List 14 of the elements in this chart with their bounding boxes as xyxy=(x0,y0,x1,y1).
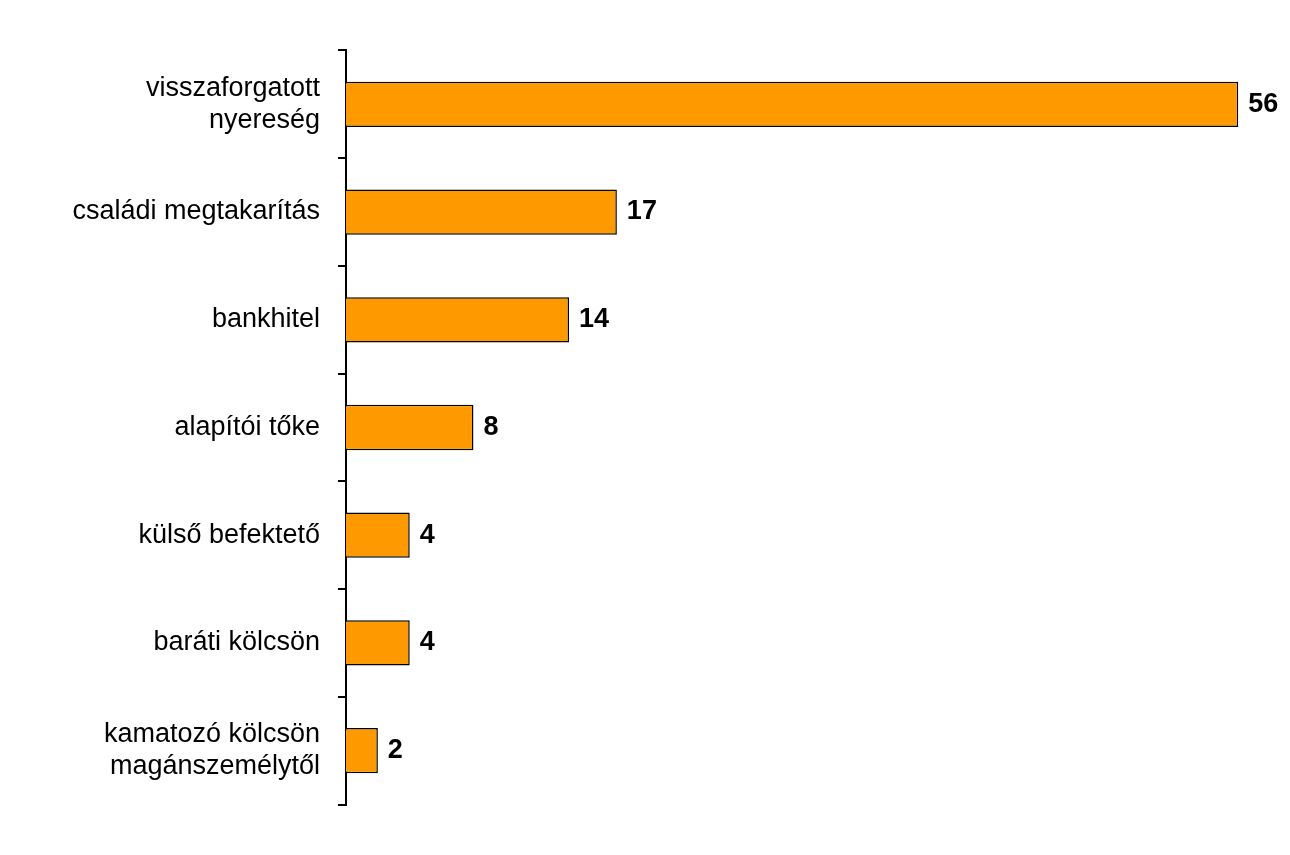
data-label: 56 xyxy=(1248,87,1279,118)
data-label: 17 xyxy=(626,195,657,226)
y-tick-label: kamatozó kölcsön magánszemélytől xyxy=(103,717,320,781)
y-tick-label: külső befektető xyxy=(138,518,320,549)
y-tick-label: alapítói tőke xyxy=(174,410,320,441)
y-tick-label: baráti kölcsön xyxy=(153,626,320,657)
data-label: 8 xyxy=(483,410,499,441)
y-tick-label: visszaforgatott nyereség xyxy=(145,71,321,134)
data-label: 4 xyxy=(419,626,435,657)
data-label: 4 xyxy=(419,518,435,549)
data-label: 14 xyxy=(579,303,610,334)
data-label: 2 xyxy=(387,734,403,765)
y-tick-label: bankhitel xyxy=(211,303,320,334)
y-tick-label: családi megtakarítás xyxy=(72,195,320,226)
